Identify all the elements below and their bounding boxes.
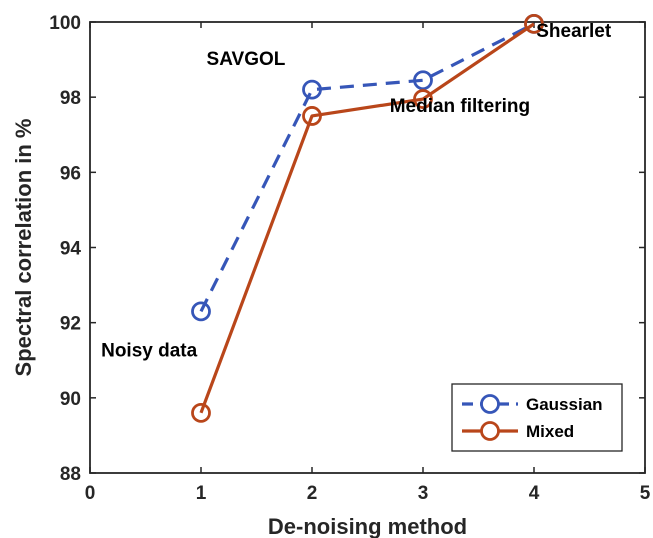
y-tick-label: 100 (49, 13, 81, 34)
legend-marker (480, 394, 500, 414)
x-tick-label: 0 (85, 483, 96, 504)
data-point-marker (413, 70, 433, 91)
x-tick-label: 2 (307, 483, 318, 504)
y-tick-label: 92 (60, 314, 81, 335)
y-tick-label: 98 (60, 88, 81, 109)
x-axis-label: De-noising method (268, 514, 467, 538)
annotation-label: Noisy data (101, 340, 198, 361)
legend-box (451, 383, 623, 452)
data-point-marker (302, 79, 322, 100)
y-tick-label: 96 (60, 163, 81, 184)
data-point-marker (413, 89, 433, 109)
data-point-marker (524, 13, 544, 34)
data-point-marker (191, 301, 211, 322)
legend-entry-label: Mixed (526, 422, 574, 441)
legend-marker (480, 421, 500, 441)
x-tick-label: 1 (196, 483, 207, 504)
series-layer (191, 13, 544, 423)
x-tick-label: 5 (640, 483, 651, 504)
x-tick-label: 3 (418, 483, 429, 504)
y-tick-label: 90 (60, 389, 81, 410)
legend-entry-label: Gaussian (526, 395, 603, 414)
x-tick-label: 4 (529, 483, 540, 504)
annotation-label: Median filtering (390, 96, 530, 117)
annotation-label: Shearlet (536, 21, 612, 42)
annotations: Noisy data SAVGOL Median filtering Shearlet (101, 21, 612, 361)
series-line (199, 22, 535, 414)
data-point-marker (302, 106, 322, 126)
series-mixed (191, 13, 544, 423)
axis-ticks: 0 1 2 3 4 5 88 90 92 94 96 98 100 (49, 13, 650, 504)
y-tick-label: 88 (60, 464, 81, 485)
legend: Gaussian Mixed (451, 383, 623, 452)
series-line (199, 22, 535, 313)
y-tick-label: 94 (60, 239, 82, 260)
data-point-marker (191, 402, 211, 423)
y-axis-label: Spectral correlation in % (11, 119, 36, 377)
annotation-label: SAVGOL (207, 49, 286, 70)
